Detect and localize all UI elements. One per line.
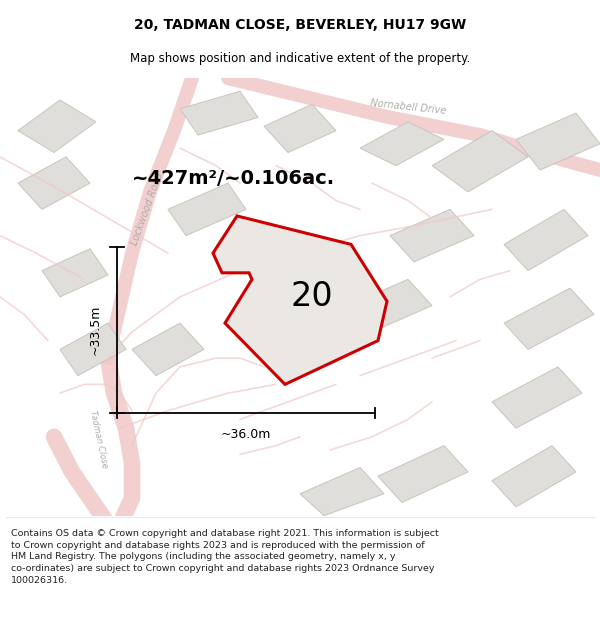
Polygon shape — [18, 157, 90, 209]
Polygon shape — [492, 446, 576, 507]
Polygon shape — [42, 249, 108, 297]
Polygon shape — [264, 104, 336, 152]
Polygon shape — [213, 216, 387, 384]
Text: 20, TADMAN CLOSE, BEVERLEY, HU17 9GW: 20, TADMAN CLOSE, BEVERLEY, HU17 9GW — [134, 18, 466, 32]
Polygon shape — [300, 468, 384, 516]
Polygon shape — [390, 209, 474, 262]
Text: ~36.0m: ~36.0m — [221, 428, 271, 441]
Text: Lockwood Road: Lockwood Road — [129, 172, 165, 247]
Polygon shape — [360, 122, 444, 166]
Polygon shape — [504, 288, 594, 349]
Polygon shape — [168, 183, 246, 236]
Polygon shape — [516, 113, 600, 170]
Polygon shape — [348, 279, 432, 332]
Polygon shape — [504, 209, 588, 271]
Polygon shape — [132, 323, 204, 376]
Text: Map shows position and indicative extent of the property.: Map shows position and indicative extent… — [130, 52, 470, 65]
Text: Tadman Close: Tadman Close — [88, 409, 110, 469]
Polygon shape — [240, 236, 324, 288]
Polygon shape — [180, 91, 258, 135]
Polygon shape — [60, 323, 126, 376]
Text: Contains OS data © Crown copyright and database right 2021. This information is : Contains OS data © Crown copyright and d… — [11, 529, 439, 585]
Polygon shape — [18, 100, 96, 152]
Text: 20: 20 — [290, 281, 334, 313]
Text: ~33.5m: ~33.5m — [89, 304, 102, 355]
Polygon shape — [492, 367, 582, 428]
Text: ~427m²/~0.106ac.: ~427m²/~0.106ac. — [132, 169, 335, 188]
Polygon shape — [378, 446, 468, 503]
Text: Nornabell Drive: Nornabell Drive — [370, 98, 446, 116]
Polygon shape — [432, 131, 528, 192]
